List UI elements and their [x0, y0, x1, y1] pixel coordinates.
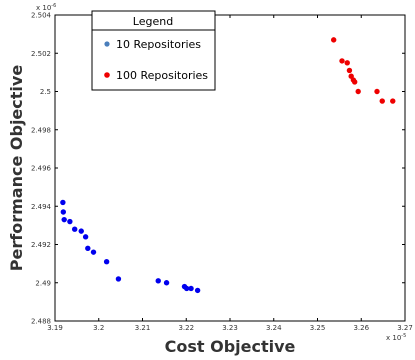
y-tick-label: 2.494 — [31, 203, 52, 211]
legend-marker-10-repositories — [104, 41, 110, 47]
legend-marker-100-repositories — [104, 72, 110, 78]
x-tick-label: 3.2 — [93, 324, 104, 332]
legend: Legend 10 Repositories 100 Repositories — [91, 10, 216, 91]
point-10-repositories — [103, 259, 110, 265]
legend-title: Legend — [133, 15, 173, 28]
point-100-repositories — [330, 37, 337, 43]
point-100-repositories — [346, 67, 353, 74]
x-tick-label: 3.19 — [47, 324, 63, 332]
x-axis-exponent: x 10-5 — [386, 333, 406, 342]
x-tick-label: 3.27 — [397, 324, 413, 332]
point-100-repositories — [374, 88, 380, 95]
point-10-repositories — [61, 216, 67, 223]
point-10-repositories — [60, 199, 66, 206]
point-10-repositories — [67, 218, 73, 225]
point-10-repositories — [194, 287, 201, 294]
point-10-repositories — [163, 280, 170, 286]
point-100-repositories — [344, 60, 350, 66]
point-100-repositories — [339, 58, 345, 64]
x-tick-label: 3.22 — [178, 324, 194, 332]
x-tick-label: 3.21 — [135, 324, 151, 332]
legend-box — [91, 10, 216, 91]
y-tick-label: 2.5 — [40, 88, 51, 96]
point-10-repositories — [82, 234, 89, 240]
point-10-repositories — [78, 228, 84, 234]
x-tick-label: 3.25 — [310, 324, 326, 332]
point-10-repositories — [183, 285, 190, 292]
y-tick-label: 2.496 — [31, 165, 52, 173]
y-tick-label: 2.492 — [31, 241, 51, 249]
point-10-repositories — [155, 278, 161, 284]
point-100-repositories — [355, 88, 361, 95]
point-10-repositories — [188, 285, 194, 292]
point-10-repositories — [90, 249, 97, 255]
x-tick-label: 3.24 — [266, 324, 282, 332]
y-axis-exponent: x 10-6 — [36, 3, 56, 12]
y-tick-label: 2.504 — [31, 12, 52, 20]
y-tick-label: 2.49 — [35, 279, 51, 287]
point-100-repositories — [351, 79, 358, 85]
data-points — [60, 37, 396, 294]
legend-entry-100-repositories: 100 Repositories — [116, 69, 208, 82]
y-axis-title: Performance Objective — [7, 65, 26, 272]
point-10-repositories — [60, 209, 67, 215]
x-tick-label: 3.26 — [353, 324, 369, 332]
y-tick-label: 2.488 — [31, 318, 51, 326]
point-10-repositories — [71, 226, 78, 232]
y-tick-label: 2.502 — [31, 50, 51, 58]
point-10-repositories — [115, 276, 122, 282]
y-axis-ticks: 2.488 2.49 2.492 2.494 2.496 2.498 2.5 2.502 2.5… — [31, 12, 405, 326]
y-tick-label: 2.498 — [31, 126, 51, 134]
point-10-repositories — [85, 245, 91, 252]
x-axis-title: Cost Objective — [165, 337, 296, 356]
point-100-repositories — [379, 98, 385, 104]
point-100-repositories — [390, 98, 396, 104]
legend-entry-10-repositories: 10 Repositories — [116, 38, 201, 51]
x-tick-label: 3.23 — [222, 324, 238, 332]
